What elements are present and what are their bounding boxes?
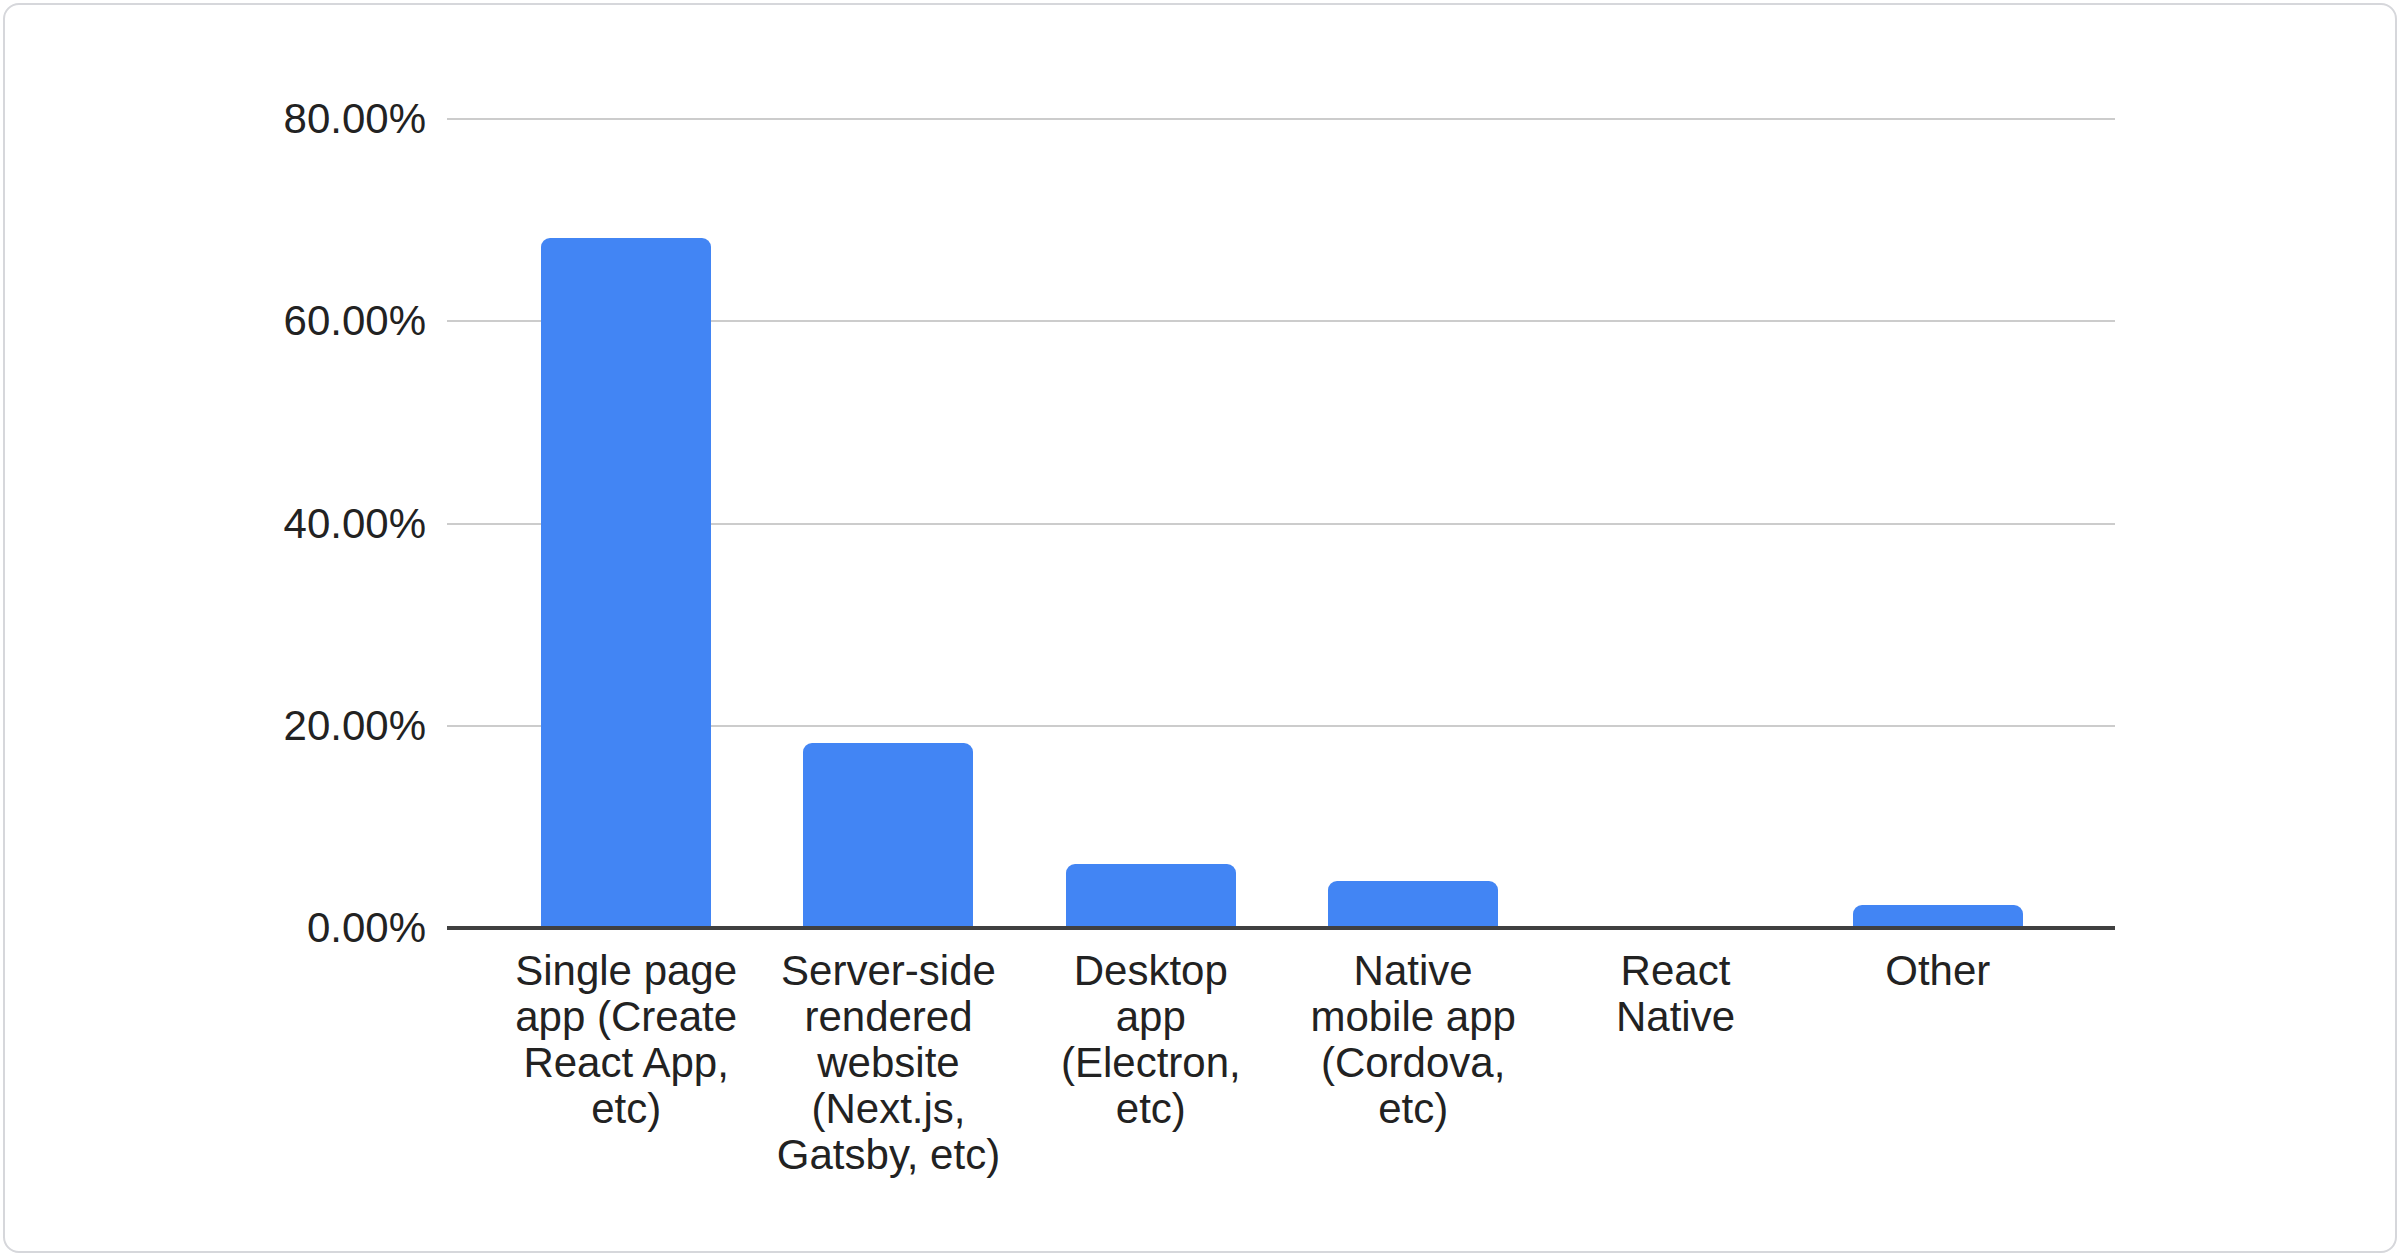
bar	[541, 238, 711, 928]
bar-slot: Desktop app (Electron, etc)	[1020, 119, 1282, 928]
bar	[1066, 864, 1236, 928]
chart-card: Single page app (Create React App, etc)S…	[3, 3, 2397, 1253]
bar	[1328, 881, 1498, 928]
bar	[1853, 905, 2023, 928]
bar-slot: React Native	[1544, 119, 1806, 928]
bars-container: Single page app (Create React App, etc)S…	[495, 119, 2069, 928]
bar	[803, 743, 973, 928]
bar-slot: Server-side rendered website (Next.js, G…	[757, 119, 1019, 928]
bar-slot: Native mobile app (Cordova, etc)	[1282, 119, 1544, 928]
y-axis-tick-label: 0.00%	[307, 904, 426, 952]
x-axis-label: Other	[1783, 928, 2093, 994]
y-axis-tick-label: 80.00%	[284, 95, 426, 143]
y-axis-labels: 80.00%60.00%40.00%20.00%0.00%	[5, 119, 426, 928]
y-axis-tick-label: 20.00%	[284, 702, 426, 750]
plot-area: Single page app (Create React App, etc)S…	[447, 119, 2115, 928]
x-axis-line	[447, 926, 2115, 930]
y-axis-tick-label: 40.00%	[284, 500, 426, 548]
bar-slot: Single page app (Create React App, etc)	[495, 119, 757, 928]
bar-slot: Other	[1807, 119, 2069, 928]
y-axis-tick-label: 60.00%	[284, 297, 426, 345]
